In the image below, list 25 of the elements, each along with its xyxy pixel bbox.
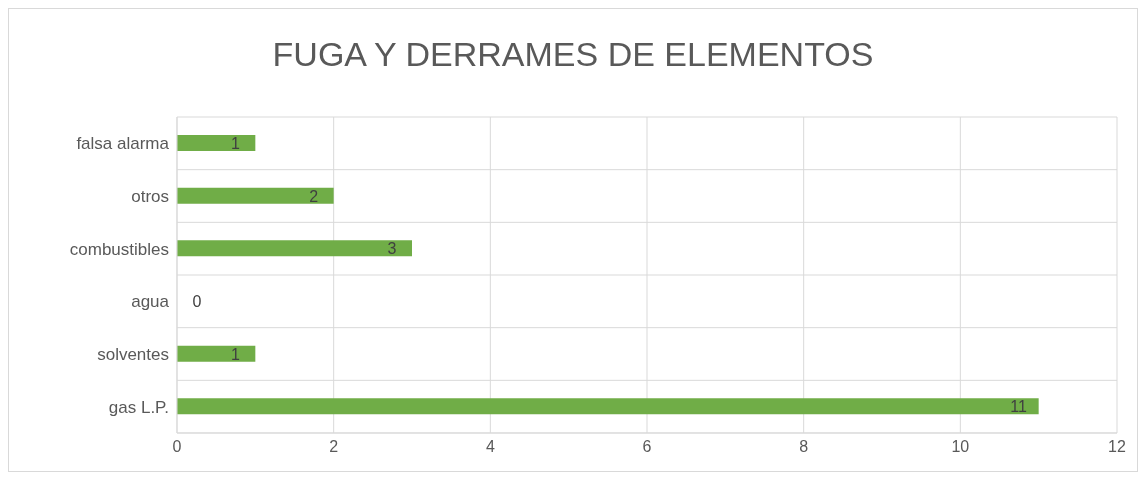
data-label: 3 — [387, 240, 397, 258]
bar — [177, 240, 412, 257]
chart-title: FUGA Y DERRAMES DE ELEMENTOS — [271, 35, 875, 74]
y-tick-label: combustibles — [69, 239, 169, 259]
bar — [177, 345, 256, 362]
y-tick-label: falsa alarma — [76, 134, 170, 154]
bar — [177, 187, 334, 204]
x-tick-label: 8 — [799, 438, 809, 456]
y-tick-label: agua — [131, 292, 170, 312]
data-label: 11 — [1010, 398, 1028, 416]
y-tick-label: otros — [131, 187, 169, 207]
data-label: 2 — [309, 187, 319, 205]
x-tick-label: 4 — [485, 438, 495, 456]
data-label: 0 — [192, 292, 202, 310]
bar — [177, 398, 1039, 415]
y-tick-label: gas L.P. — [108, 397, 169, 417]
x-tick-label: 12 — [1108, 438, 1126, 456]
x-tick-label: 2 — [329, 438, 339, 456]
data-label: 1 — [230, 345, 240, 363]
x-tick-label: 10 — [951, 438, 970, 456]
x-tick-label: 6 — [642, 438, 652, 456]
x-tick-label: 0 — [172, 438, 182, 456]
y-tick-label: solventes — [97, 345, 169, 365]
data-label: 1 — [230, 134, 240, 152]
bar — [177, 135, 256, 151]
